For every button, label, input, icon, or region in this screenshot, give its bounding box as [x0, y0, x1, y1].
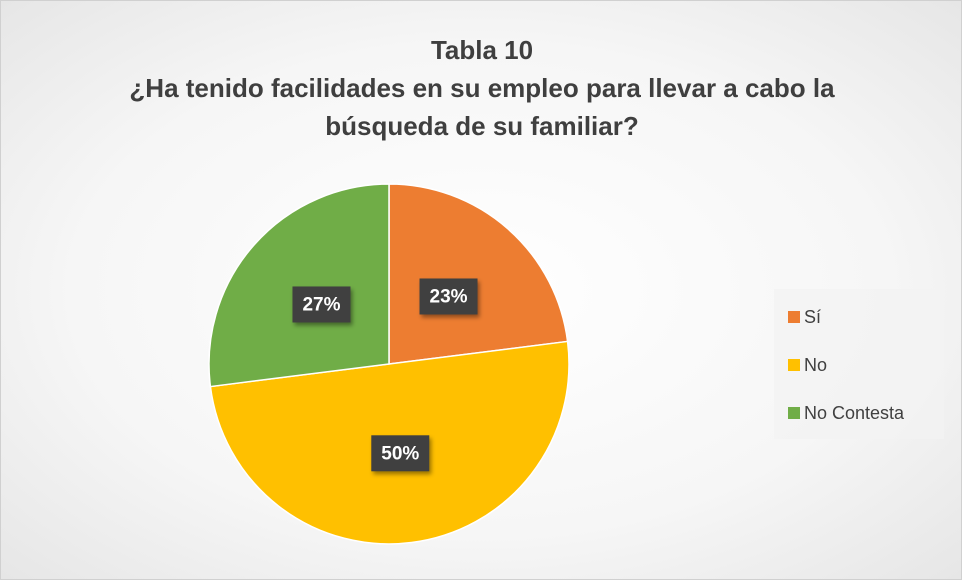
data-label: 23% — [430, 287, 468, 308]
legend-swatch — [788, 407, 800, 419]
legend-swatch — [788, 311, 800, 323]
data-label: 27% — [302, 294, 340, 315]
data-label-box — [292, 286, 351, 323]
legend-label: No — [804, 355, 827, 375]
data-label: 50% — [381, 443, 419, 464]
chart-subtitle: ¿Ha tenido facilidades en su empleo para… — [129, 73, 835, 141]
legend-box — [774, 289, 944, 439]
legend-label: Sí — [804, 307, 821, 327]
legend-label: No Contesta — [804, 403, 905, 423]
titles: Tabla 10 ¿Ha tenido facilidades en su em… — [92, 31, 872, 145]
chart-title: Tabla 10 — [430, 35, 534, 65]
legend-swatch — [788, 359, 800, 371]
pie-slice — [208, 183, 390, 388]
data-label-box — [419, 278, 478, 315]
data-label-box — [371, 435, 430, 472]
pie-slice — [388, 183, 569, 365]
